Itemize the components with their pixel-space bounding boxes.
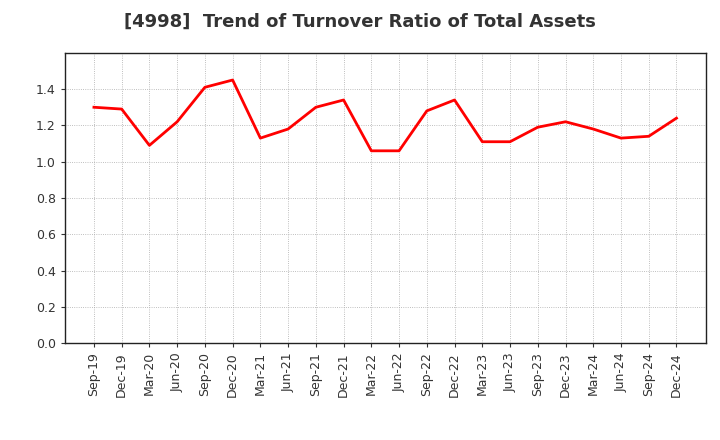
Text: [4998]  Trend of Turnover Ratio of Total Assets: [4998] Trend of Turnover Ratio of Total … bbox=[124, 13, 596, 31]
